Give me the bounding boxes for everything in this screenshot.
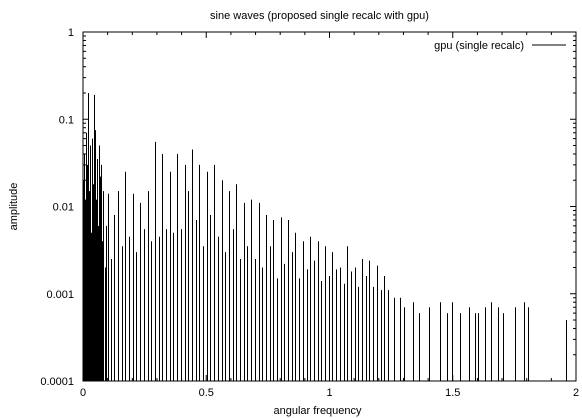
- x-tick-label: 1.5: [445, 387, 460, 399]
- plot-frame: [82, 31, 577, 382]
- x-axis-label: angular frequency: [273, 405, 362, 417]
- chart-title: sine waves (proposed single recalc with …: [210, 10, 429, 22]
- y-tick-label: 0.001: [46, 289, 74, 301]
- x-tick-label: 0.5: [199, 387, 214, 399]
- y-tick-label: 0.01: [53, 202, 74, 214]
- y-tick-label: 1: [68, 27, 74, 39]
- y-axis-label: amplitude: [8, 183, 20, 231]
- x-tick-label: 0: [80, 387, 86, 399]
- y-tick-label: 0.0001: [40, 376, 74, 388]
- impulse-series: [83, 92, 567, 381]
- legend: gpu (single recalc): [434, 40, 566, 52]
- legend-label: gpu (single recalc): [434, 40, 524, 52]
- x-tick-label: 1: [326, 387, 332, 399]
- y-tick-label: 0.1: [59, 114, 74, 126]
- x-tick-label: 2: [573, 387, 579, 399]
